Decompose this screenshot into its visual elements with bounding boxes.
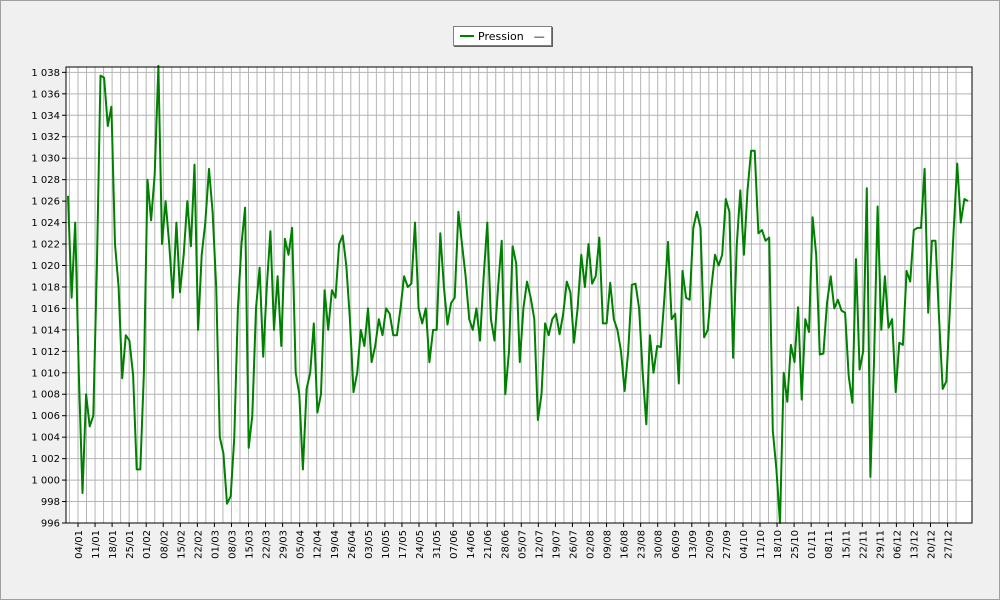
y-tick-label: 1 026: [31, 197, 60, 208]
x-tick-label: 08/02: [159, 530, 170, 559]
x-tick-label: 03/05: [364, 530, 375, 559]
x-tick-label: 08/11: [824, 530, 835, 559]
x-tick-label: 13/09: [688, 530, 699, 559]
y-tick-label: 1 012: [31, 347, 60, 358]
x-tick-label: 26/07: [568, 530, 579, 559]
x-tick-label: 22/02: [193, 530, 204, 559]
x-tick-label: 31/05: [432, 530, 443, 559]
y-axis: 996 998 1 000 1 002 1 004 1 006 1 008 1 010 1 01…: [31, 68, 66, 530]
y-tick-label: 1 024: [31, 218, 60, 229]
x-tick-label: 04/10: [739, 530, 750, 559]
x-tick-label: 29/03: [279, 530, 290, 559]
x-tick-label: 12/07: [534, 530, 545, 559]
x-tick-label: 15/11: [841, 530, 852, 559]
legend-swatch-pression: [460, 35, 474, 37]
y-tick-label: 1 016: [31, 304, 60, 315]
legend-label-pression: Pression: [478, 29, 524, 43]
series-line-pression: [67, 64, 969, 524]
y-tick-label: 1 028: [31, 175, 60, 186]
y-tick-label: 1 014: [31, 325, 60, 336]
y-tick-label: 1 006: [31, 411, 60, 422]
y-tick-label: 1 036: [31, 89, 60, 100]
y-tick-label: 1 020: [31, 261, 60, 272]
x-axis: 04/01 11/01 18/01 25/01 01/02 08/02 15/02 22/02…: [74, 523, 955, 559]
legend: Pression —: [453, 26, 552, 46]
x-tick-label: 27/12: [944, 530, 955, 559]
x-tick-label: 18/01: [108, 530, 119, 559]
y-tick-label: 1 022: [31, 240, 60, 251]
y-tick-label: 1 008: [31, 390, 60, 401]
y-tick-label: 1 000: [31, 476, 60, 487]
x-tick-label: 27/09: [722, 530, 733, 559]
y-tick-label: 1 010: [31, 368, 60, 379]
x-tick-label: 21/06: [483, 530, 494, 559]
x-tick-label: 06/09: [671, 530, 682, 559]
x-tick-label: 11/10: [756, 530, 767, 559]
y-tick-label: 996: [41, 519, 60, 530]
y-tick-label: 1 002: [31, 454, 60, 465]
x-tick-label: 19/07: [551, 530, 562, 559]
x-tick-label: 16/08: [620, 530, 631, 559]
x-tick-label: 26/04: [347, 530, 358, 559]
plot-border: [65, 66, 973, 524]
x-tick-label: 22/11: [858, 530, 869, 559]
x-tick-label: 19/04: [330, 530, 341, 559]
legend-suffix: —: [533, 29, 545, 43]
x-tick-label: 11/01: [91, 530, 102, 559]
x-tick-label: 13/12: [909, 530, 920, 559]
y-tick-label: 1 032: [31, 132, 60, 143]
x-tick-label: 29/11: [875, 530, 886, 559]
x-tick-label: 05/04: [296, 530, 307, 559]
x-tick-label: 25/01: [125, 530, 136, 559]
x-tick-label: 23/08: [637, 530, 648, 559]
y-tick-label: 1 018: [31, 282, 60, 293]
y-tick-label: 1 034: [31, 111, 60, 122]
x-tick-label: 06/12: [892, 530, 903, 559]
x-tick-label: 10/05: [381, 530, 392, 559]
plot-area: [66, 67, 972, 523]
x-tick-label: 08/03: [227, 530, 238, 559]
x-tick-label: 25/10: [790, 530, 801, 559]
y-tick-label: 1 004: [31, 433, 60, 444]
y-tick-label: 1 030: [31, 154, 60, 165]
x-tick-label: 05/07: [517, 530, 528, 559]
x-tick-label: 22/03: [262, 530, 273, 559]
x-tick-label: 01/11: [807, 530, 818, 559]
x-tick-label: 24/05: [415, 530, 426, 559]
x-tick-label: 17/05: [398, 530, 409, 559]
x-tick-label: 15/03: [245, 530, 256, 559]
x-tick-label: 18/10: [773, 530, 784, 559]
x-tick-label: 04/01: [74, 530, 85, 559]
x-tick-label: 28/06: [500, 530, 511, 559]
y-tick-label: 1 038: [31, 68, 60, 79]
x-tick-label: 07/06: [449, 530, 460, 559]
x-tick-label: 15/02: [176, 530, 187, 559]
x-tick-label: 20/12: [927, 530, 938, 559]
x-tick-label: 09/08: [603, 530, 614, 559]
x-tick-label: 12/04: [313, 530, 324, 559]
x-tick-label: 14/06: [466, 530, 477, 559]
x-tick-label: 02/08: [586, 530, 597, 559]
x-tick-label: 01/03: [210, 530, 221, 559]
x-tick-label: 01/02: [142, 530, 153, 559]
x-tick-label: 30/08: [654, 530, 665, 559]
y-tick-label: 998: [41, 497, 60, 508]
x-tick-label: 20/09: [705, 530, 716, 559]
